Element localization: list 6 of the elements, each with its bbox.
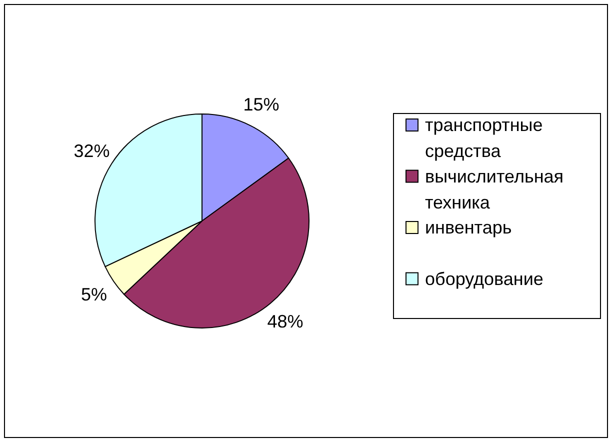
data-label: 32% bbox=[74, 141, 110, 162]
legend-label: оборудование bbox=[425, 268, 544, 289]
data-label: 48% bbox=[267, 312, 304, 332]
data-label: 15% bbox=[243, 94, 280, 115]
data-label: 5% bbox=[81, 284, 108, 304]
legend-label: инвентарь bbox=[425, 218, 512, 238]
